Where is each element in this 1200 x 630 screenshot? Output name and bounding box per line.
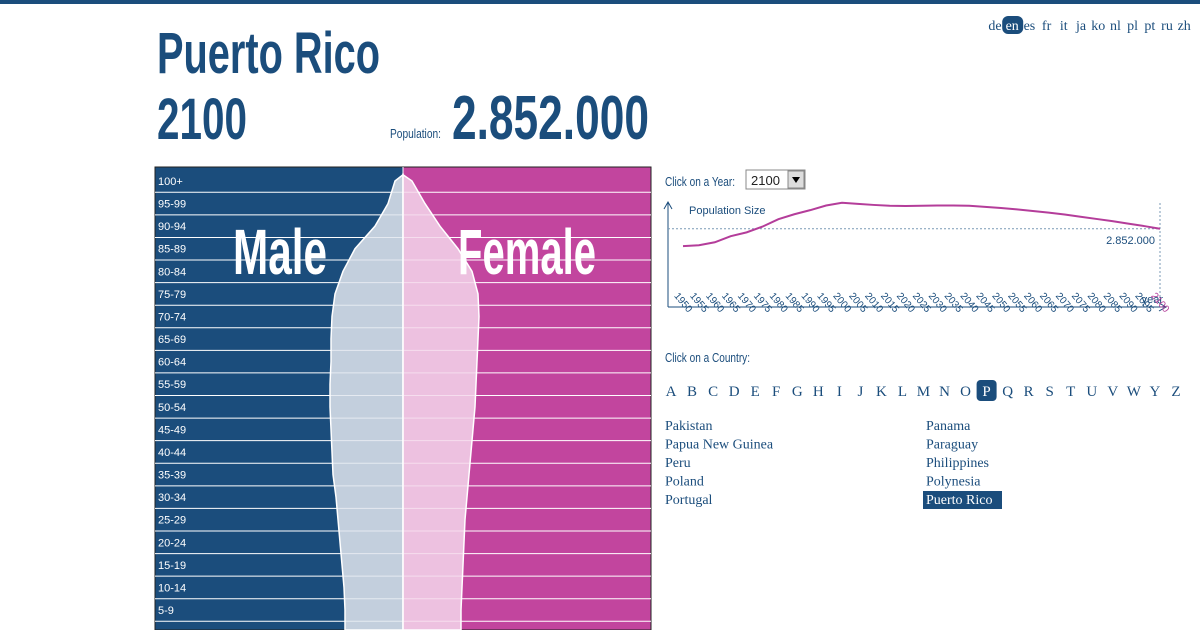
language-link[interactable]: pt bbox=[1144, 19, 1155, 34]
letter-link[interactable]: T bbox=[1066, 384, 1075, 400]
letter-link[interactable]: W bbox=[1127, 384, 1142, 400]
female-label: Female bbox=[458, 216, 596, 288]
country-link[interactable]: Peru bbox=[665, 456, 691, 471]
select-value[interactable]: 2100 bbox=[751, 173, 780, 188]
letter-link[interactable]: V bbox=[1107, 384, 1118, 400]
letter-link[interactable]: A bbox=[666, 384, 677, 400]
age-label: 30-34 bbox=[158, 492, 186, 504]
age-label: 40-44 bbox=[158, 447, 186, 459]
language-link[interactable]: it bbox=[1060, 19, 1068, 34]
country-link[interactable]: Polynesia bbox=[926, 475, 981, 490]
letter-link[interactable]: L bbox=[898, 384, 907, 400]
age-label: 90-94 bbox=[158, 221, 186, 233]
country-link[interactable]: Philippines bbox=[926, 456, 989, 471]
age-label: 50-54 bbox=[158, 402, 186, 414]
letter-link[interactable]: E bbox=[751, 384, 760, 400]
age-label: 65-69 bbox=[158, 334, 186, 346]
language-link[interactable]: ko bbox=[1091, 19, 1105, 34]
age-label: 15-19 bbox=[158, 560, 186, 572]
language-link[interactable]: fr bbox=[1042, 19, 1052, 34]
x-axis-arrow bbox=[1158, 302, 1168, 312]
letter-link[interactable]: O bbox=[960, 384, 971, 400]
select-arrow bbox=[792, 177, 800, 183]
year-select[interactable]: 2100 bbox=[745, 169, 806, 190]
age-label: 60-64 bbox=[158, 357, 186, 369]
population-label: Population: bbox=[390, 126, 441, 141]
population-value: 2.852.000 bbox=[452, 84, 649, 153]
language-link[interactable]: ru bbox=[1161, 19, 1173, 34]
country-link[interactable]: Portugal bbox=[665, 493, 713, 508]
x-axis-title: year bbox=[1142, 294, 1164, 306]
country-link[interactable]: Paraguay bbox=[926, 438, 978, 453]
letter-link[interactable]: D bbox=[729, 384, 740, 400]
age-label: 70-74 bbox=[158, 311, 186, 323]
age-label: 85-89 bbox=[158, 244, 186, 256]
pyramid-area bbox=[329, 173, 404, 630]
language-link[interactable]: nl bbox=[1110, 19, 1121, 34]
letter-link[interactable]: R bbox=[1024, 384, 1034, 400]
language-highlight bbox=[1002, 16, 1024, 34]
letter-link[interactable]: Y bbox=[1149, 384, 1160, 400]
letter-link[interactable]: P bbox=[982, 384, 990, 400]
language-link[interactable]: pl bbox=[1127, 19, 1138, 34]
year-title: 2100 bbox=[157, 87, 247, 152]
age-label: 55-59 bbox=[158, 379, 186, 391]
age-label: 45-49 bbox=[158, 424, 186, 436]
country-highlight bbox=[923, 491, 1002, 509]
year-picker-label: Click on a Year: bbox=[665, 174, 735, 189]
letter-link[interactable]: Q bbox=[1002, 384, 1013, 400]
letter-link[interactable]: J bbox=[857, 384, 863, 400]
language-link[interactable]: zh bbox=[1178, 19, 1191, 34]
reference-label: 2.852.000 bbox=[1106, 235, 1155, 247]
age-label: 5-9 bbox=[158, 605, 174, 617]
age-label: 80-84 bbox=[158, 266, 186, 278]
letter-link[interactable]: B bbox=[687, 384, 697, 400]
language-link[interactable]: ja bbox=[1075, 19, 1087, 34]
country-link[interactable]: Panama bbox=[926, 419, 971, 434]
letter-link[interactable]: I bbox=[837, 384, 842, 400]
letter-link[interactable]: S bbox=[1046, 384, 1054, 400]
male-label: Male bbox=[233, 216, 327, 288]
language-link[interactable]: de bbox=[988, 19, 1001, 34]
letter-link[interactable]: H bbox=[813, 384, 824, 400]
top-bar bbox=[0, 0, 1200, 4]
country-link[interactable]: Puerto Rico bbox=[926, 493, 993, 508]
age-label: 100+ bbox=[158, 176, 183, 188]
letter-link[interactable]: Z bbox=[1171, 384, 1180, 400]
age-label: 95-99 bbox=[158, 199, 186, 211]
country-link[interactable]: Poland bbox=[665, 475, 704, 490]
language-link[interactable]: en bbox=[1006, 19, 1019, 34]
age-label: 25-29 bbox=[158, 515, 186, 527]
letter-link[interactable]: K bbox=[876, 384, 887, 400]
age-label: 35-39 bbox=[158, 470, 186, 482]
letter-link[interactable]: C bbox=[708, 384, 718, 400]
age-label: 20-24 bbox=[158, 537, 186, 549]
country-link[interactable]: Papua New Guinea bbox=[665, 438, 774, 453]
age-label: 10-14 bbox=[158, 582, 186, 594]
language-link[interactable]: es bbox=[1024, 19, 1036, 34]
country-link[interactable]: Pakistan bbox=[665, 419, 712, 434]
letter-link[interactable]: F bbox=[772, 384, 780, 400]
country-title: Puerto Rico bbox=[157, 21, 380, 86]
y-axis-arrow bbox=[663, 200, 673, 210]
letter-link[interactable]: U bbox=[1086, 384, 1097, 400]
population-line bbox=[682, 201, 1161, 248]
pyramid-area bbox=[402, 173, 480, 630]
y-axis-title: Population Size bbox=[689, 205, 765, 217]
age-label: 75-79 bbox=[158, 289, 186, 301]
letter-link[interactable]: N bbox=[939, 384, 950, 400]
letter-link[interactable]: G bbox=[792, 384, 803, 400]
country-picker-label: Click on a Country: bbox=[665, 350, 750, 365]
letter-highlight bbox=[976, 380, 997, 401]
letter-link[interactable]: M bbox=[917, 384, 930, 400]
